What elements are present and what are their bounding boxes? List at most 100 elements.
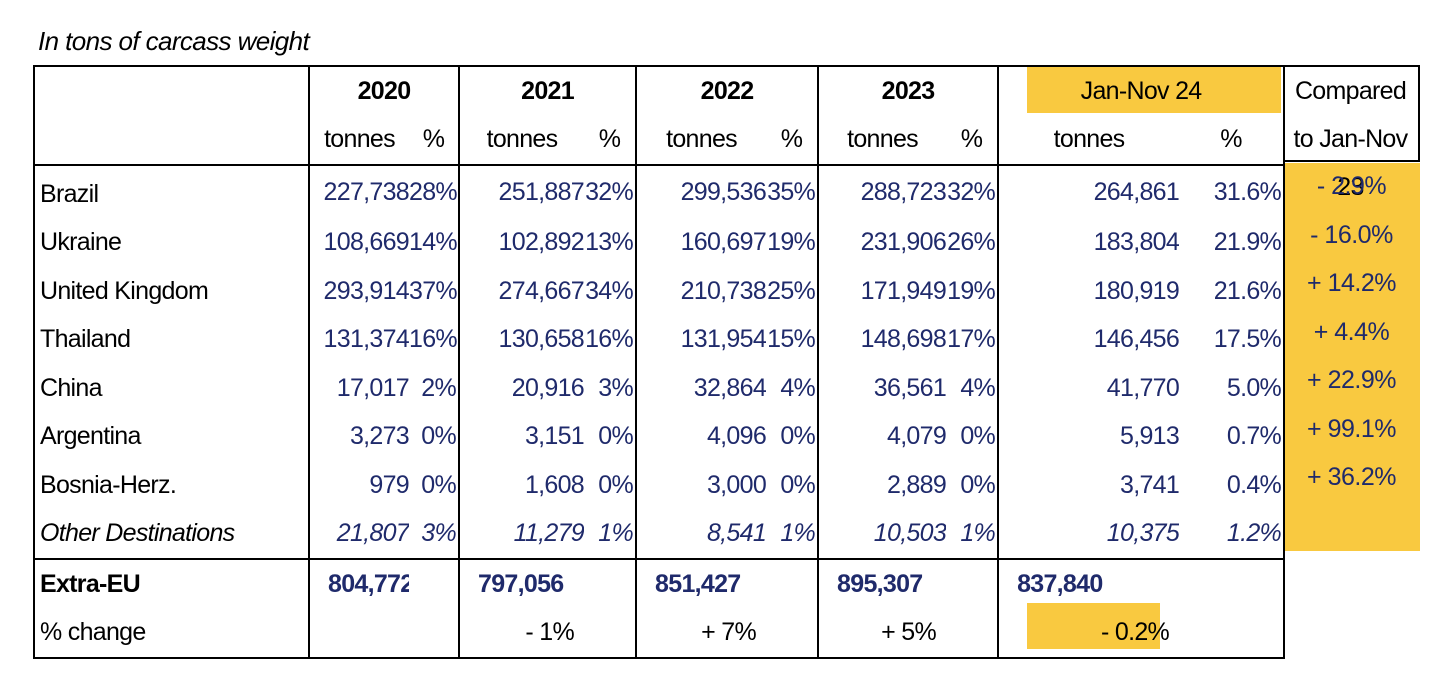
tonnes-cell: 264,861 [1093, 177, 1180, 206]
tonnes-cell: 146,456 [1093, 325, 1180, 354]
tonnes-cell: 3,151 [524, 422, 585, 451]
total-label: Extra-EU [33, 559, 310, 609]
pct-cell: 35% [766, 165, 820, 219]
unit-tonnes: tonnes [636, 115, 767, 166]
change-spacer [584, 608, 638, 659]
highlight-compared-column [1285, 163, 1420, 551]
table-row: Other Destinations 21,807 3% 11,279 1% 8,541 1… [33, 509, 1286, 560]
row-label: Brazil [33, 165, 310, 219]
compared-value: + 36.2% [1307, 463, 1396, 491]
pct-cell: 19% [946, 267, 1000, 316]
header-corner [33, 65, 310, 116]
unit-pct: % [946, 115, 1000, 166]
compared-value: + 4.4% [1313, 317, 1390, 346]
pct-cell: 13% [584, 218, 638, 267]
export-table: 2020 2021 2022 2023 Jan-Nov 24 tonnes% tonnes%… [33, 65, 1286, 659]
pct-cell: 1% [584, 509, 638, 560]
tonnes-cell: 288,723 [860, 177, 947, 206]
pct-cell: 0.4% [1179, 461, 1286, 510]
total-value: 851,427 [655, 569, 741, 598]
pct-cell: 31.6% [1179, 165, 1286, 219]
compared-value: + 22.9% [1307, 366, 1396, 394]
pct-cell: 3% [409, 509, 461, 560]
pct-cell: 0% [946, 412, 1000, 461]
pct-cell: 1.2% [1179, 509, 1286, 560]
row-label: Thailand [33, 315, 310, 364]
header-units-row: tonnes% tonnes% tonnes% tonnes% tonnes% [33, 115, 1286, 166]
table-subtitle: In tons of carcass weight [38, 26, 310, 56]
tonnes-cell: 4,079 [886, 422, 947, 451]
change-spacer [766, 608, 820, 659]
tonnes-cell: 210,738 [680, 276, 767, 305]
pct-cell: 0% [409, 461, 461, 510]
pct-cell: 16% [584, 315, 638, 364]
change-label: % change [33, 608, 310, 659]
table-row: Ukraine 108,669 14% 102,892 13% 160,697 19% 231… [33, 218, 1286, 267]
tonnes-cell: 32,864 [693, 373, 767, 402]
tonnes-cell: 10,375 [998, 509, 1180, 560]
compared-value: + 14.2% [1307, 269, 1396, 297]
tonnes-cell: 17,017 [336, 373, 409, 402]
pct-cell: 17.5% [1179, 315, 1286, 364]
change-value: - 1% [459, 608, 585, 659]
tonnes-cell: 160,697 [680, 228, 767, 257]
tonnes-cell: 131,954 [680, 325, 767, 354]
pct-cell: 15% [766, 315, 820, 364]
tonnes-cell: 3,273 [349, 422, 409, 451]
change-value: + 5% [818, 608, 947, 659]
tonnes-cell: 3,741 [1120, 470, 1180, 499]
unit-pct: % [1179, 115, 1286, 166]
tonnes-cell: 251,887 [498, 177, 585, 206]
table-row: China 17,017 2% 20,916 3% 32,864 4% 36,561 4% 41,… [33, 364, 1286, 413]
table-row: Thailand 131,374 16% 130,658 16% 131,954 15% 14… [33, 315, 1286, 364]
row-label: Other Destinations [33, 509, 310, 560]
unit-pct: % [584, 115, 638, 166]
tonnes-cell: 293,914 [323, 276, 409, 305]
table-row: United Kingdom 293,914 37% 274,667 34% 210,73… [33, 267, 1286, 316]
total-spacer [409, 559, 461, 609]
total-spacer [946, 559, 1000, 609]
change-spacer [1179, 608, 1286, 659]
tonnes-cell: 8,541 [636, 509, 767, 560]
total-value: 895,307 [837, 569, 923, 598]
row-label: Ukraine [33, 218, 310, 267]
total-spacer [766, 559, 820, 609]
pct-cell: 0% [766, 412, 820, 461]
year-header: 2022 [636, 65, 820, 116]
tonnes-cell: 183,804 [1093, 228, 1180, 257]
compared-header-line1: Compared [1294, 77, 1407, 105]
tonnes-cell: 180,919 [1093, 276, 1180, 305]
compared-column: Compared to Jan-Nov 23 - 2.9% - 16.0% + 14… [1283, 65, 1420, 550]
tonnes-cell: 20,916 [511, 373, 585, 402]
row-label: China [33, 364, 310, 413]
change-value [309, 608, 409, 659]
tonnes-cell: 231,906 [860, 228, 947, 257]
pct-cell: 4% [766, 364, 820, 413]
total-value: 797,056 [478, 569, 564, 598]
row-label: Argentina [33, 412, 310, 461]
pct-cell: 37% [409, 267, 461, 316]
tonnes-cell: 299,536 [680, 177, 767, 206]
tonnes-cell: 227,738 [323, 177, 409, 206]
total-value: 804,772 [328, 569, 409, 598]
tonnes-cell: 2,889 [886, 470, 947, 499]
tonnes-cell: 5,913 [1120, 422, 1180, 451]
unit-tonnes: tonnes [309, 115, 409, 166]
change-row: % change - 1% + 7% + 5% - 0.2% [33, 608, 1286, 659]
unit-tonnes: tonnes [998, 115, 1180, 166]
header-corner-lower [33, 115, 310, 166]
tonnes-cell: 4,096 [706, 422, 767, 451]
pct-cell: 2% [409, 364, 461, 413]
change-value: + 7% [636, 608, 767, 659]
change-spacer [946, 608, 1000, 659]
pct-cell: 0% [946, 461, 1000, 510]
pct-cell: 0% [766, 461, 820, 510]
total-row: Extra-EU 804,772 797,056 851,427 895,307 837,… [33, 559, 1286, 609]
unit-pct: % [766, 115, 820, 166]
header-years-row: 2020 2021 2022 2023 Jan-Nov 24 [33, 65, 1286, 116]
tonnes-cell: 979 [369, 470, 409, 499]
unit-pct: % [409, 115, 461, 166]
pct-cell: 19% [766, 218, 820, 267]
pct-cell: 32% [946, 165, 1000, 219]
tonnes-cell: 11,279 [459, 509, 585, 560]
